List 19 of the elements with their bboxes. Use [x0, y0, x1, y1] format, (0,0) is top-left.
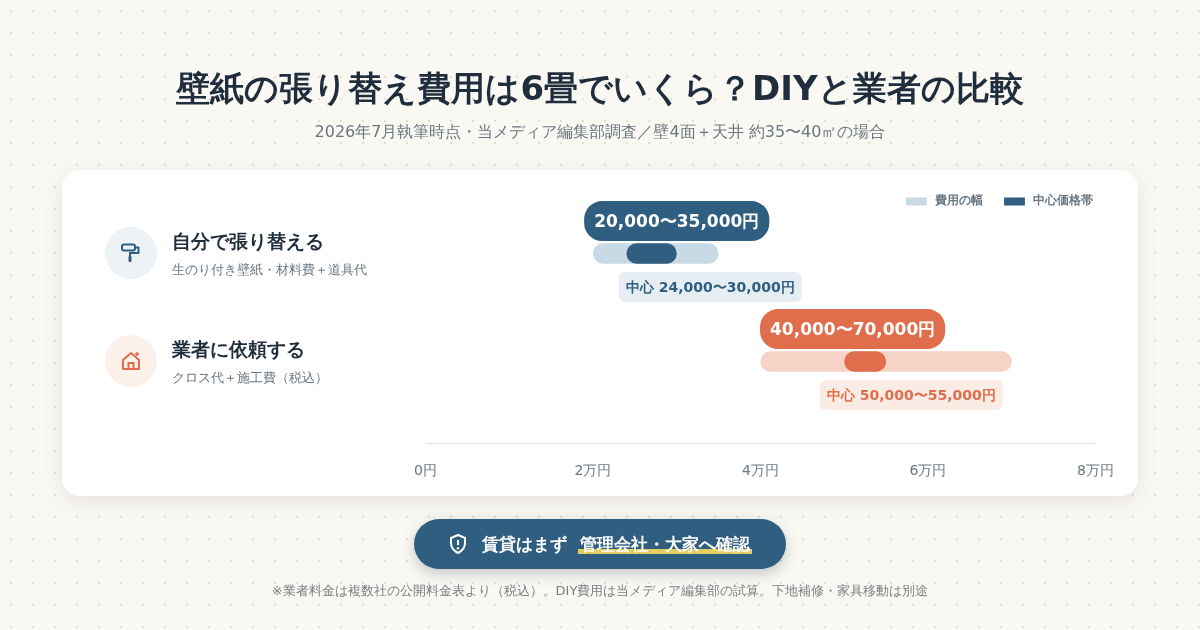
text: クロス代＋施工費（税込）: [172, 369, 328, 387]
annotation: 中心 24,000〜30,000円: [625, 278, 795, 295]
y-tick-label: 自分で張り替える: [172, 229, 324, 254]
x-tick-label: 8万円: [1077, 461, 1114, 478]
x-tick-label: 0円: [414, 461, 437, 478]
chart-subtitle: 2026年7月執筆時点・当メディア編集部調査／壁4面＋天井 約35〜40㎡の場合: [313, 121, 887, 143]
legend-label: 中心価格帯: [1033, 192, 1093, 209]
y-tick-label: 業者に依頼する: [172, 337, 305, 362]
x-tick-label: 6万円: [909, 461, 947, 478]
x-tick-label: 4万円: [742, 461, 779, 478]
text: ※業者料金は複数社の公開料金表より（税込）。DIY費用は当メディア編集部の試算。下地補修・家具移動は別途: [270, 582, 930, 600]
annotation: 40,000〜70,000円: [770, 319, 936, 340]
annotation: 20,000〜35,000円: [594, 211, 760, 232]
text: 生のり付き壁紙・材料費＋道具代: [172, 261, 367, 279]
chart-title: 壁紙の張り替え費用は6畳でいくら？DIYと業者の比較: [175, 67, 1025, 110]
legend-label: 費用の幅: [935, 192, 983, 209]
text: 賃貸はまず 管理会社・大家へ確認: [413, 519, 787, 570]
annotation: 中心 50,000〜55,000円: [826, 386, 996, 403]
x-tick-label: 2万円: [574, 461, 612, 478]
